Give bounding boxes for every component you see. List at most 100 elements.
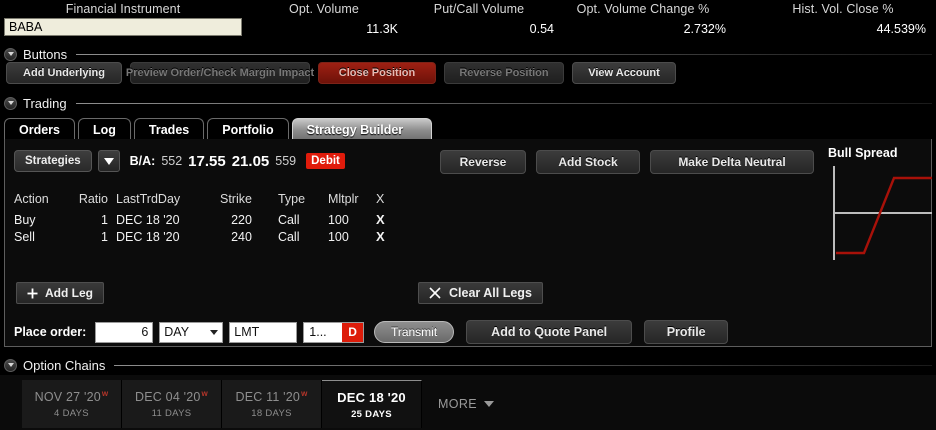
leg-type: Call xyxy=(277,229,300,244)
legs-col-strike: Strike xyxy=(220,192,252,206)
weekly-marker: w xyxy=(301,388,308,398)
order-entry-row: Place order: DAY 1... D Transmit Add to … xyxy=(14,320,729,344)
strategy-legs-table: Action Ratio LastTrdDay Strike Type Mltp… xyxy=(14,192,400,245)
view-account-button[interactable]: View Account xyxy=(572,62,676,84)
add-to-quote-panel-button[interactable]: Add to Quote Panel xyxy=(466,320,633,344)
quote-label-hist-vol-close: Hist. Vol. Close % xyxy=(792,2,894,16)
option-chains-collapse-icon[interactable] xyxy=(4,358,17,372)
section-divider-rule xyxy=(114,364,932,366)
add-underlying-button[interactable]: Add Underlying xyxy=(6,62,122,84)
legs-col-type: Type xyxy=(277,192,306,206)
strategy-action-buttons: Reverse Add Stock Make Delta Neutral xyxy=(440,150,814,174)
more-expirations-button[interactable]: MORE xyxy=(422,380,510,428)
leg-strike: 220 xyxy=(231,212,252,227)
preview-order-button[interactable]: Preview Order/Check Margin Impact xyxy=(126,62,314,84)
tab-orders[interactable]: Orders xyxy=(4,118,75,140)
clear-all-legs-button[interactable]: Clear All Legs xyxy=(418,282,543,304)
make-delta-neutral-button[interactable]: Make Delta Neutral xyxy=(650,150,814,174)
table-row[interactable]: Sell 1 DEC 18 '20 240 Call 100 X xyxy=(14,228,400,245)
section-divider-rule xyxy=(76,53,932,55)
bid-price[interactable]: 17.55 xyxy=(188,152,226,170)
add-leg-button[interactable]: Add Leg xyxy=(16,282,104,304)
profile-button[interactable]: Profile xyxy=(644,320,729,344)
trading-section-header: Trading xyxy=(4,95,932,111)
buttons-section-collapse-icon[interactable] xyxy=(4,47,17,61)
place-order-label: Place order: xyxy=(14,325,87,339)
quote-col-opt-volume: Opt. Volume 11.3K xyxy=(250,2,398,36)
table-row[interactable]: Buy 1 DEC 18 '20 220 Call 100 X xyxy=(14,211,400,228)
close-position-button[interactable]: Close Position xyxy=(318,62,436,84)
quote-label-put-call-volume: Put/Call Volume xyxy=(433,2,525,16)
add-leg-label: Add Leg xyxy=(45,286,93,300)
tab-log[interactable]: Log xyxy=(78,118,131,140)
leg-lasttrdday: DEC 18 '20 xyxy=(116,212,180,227)
option-chains-section-title: Option Chains xyxy=(23,357,106,373)
close-x-icon xyxy=(429,287,441,299)
time-in-force-value: DAY xyxy=(164,325,190,339)
legs-col-delete-all-icon[interactable]: X xyxy=(375,192,385,206)
leg-action: Buy xyxy=(14,212,36,227)
section-divider-rule xyxy=(75,102,932,104)
debit-indicator-badge: D xyxy=(342,322,363,342)
quote-label-financial-instrument: Financial Instrument xyxy=(65,2,181,16)
legs-col-lasttrdday: LastTrdDay xyxy=(116,192,181,206)
reverse-position-button[interactable]: Reverse Position xyxy=(444,62,564,84)
reverse-button[interactable]: Reverse xyxy=(440,150,526,174)
add-stock-button[interactable]: Add Stock xyxy=(536,150,640,174)
tab-strategy-builder[interactable]: Strategy Builder xyxy=(291,118,433,140)
expiration-tab-nov-27[interactable]: NOV 27 '20w 4 DAYS xyxy=(22,380,122,428)
limit-price-value: 1... xyxy=(309,324,327,339)
expiration-tab-strip: NOV 27 '20w 4 DAYS DEC 04 '20w 11 DAYS D… xyxy=(22,380,510,428)
limit-price-field[interactable]: 1... D xyxy=(303,321,364,343)
expiration-tab-dec-11[interactable]: DEC 11 '20w 18 DAYS xyxy=(222,380,322,428)
legs-header-row: Action Ratio LastTrdDay Strike Type Mltp… xyxy=(14,192,400,211)
tab-trades[interactable]: Trades xyxy=(133,118,205,140)
leg-mltplr: 100 xyxy=(327,229,349,244)
expiration-days: 4 DAYS xyxy=(54,408,89,420)
order-type-input[interactable] xyxy=(229,321,298,343)
payoff-diagram: Bull Spread xyxy=(828,146,932,264)
expiration-date: DEC 04 '20w xyxy=(135,389,208,404)
quote-col-put-call-volume: Put/Call Volume 0.54 xyxy=(404,2,554,36)
expiration-days: 18 DAYS xyxy=(251,408,292,420)
chevron-down-icon xyxy=(484,401,495,407)
expiration-date: DEC 11 '20w xyxy=(235,389,307,404)
ask-size: 559 xyxy=(275,154,297,168)
quote-value-opt-volume: 11.3K xyxy=(366,22,398,36)
expiration-date: NOV 27 '20w xyxy=(35,389,109,404)
bid-size: 552 xyxy=(161,154,183,168)
strategies-button[interactable]: Strategies xyxy=(14,150,92,172)
trading-section-title: Trading xyxy=(23,95,67,111)
clear-all-legs-label: Clear All Legs xyxy=(449,286,532,300)
quote-col-hist-vol-close: Hist. Vol. Close % 44.539% xyxy=(760,2,926,36)
symbol-input[interactable] xyxy=(4,18,242,36)
quote-value-hist-vol-close: 44.539% xyxy=(876,22,926,36)
transmit-button[interactable]: Transmit xyxy=(373,321,455,343)
quantity-input[interactable] xyxy=(95,321,154,343)
leg-lasttrdday: DEC 18 '20 xyxy=(116,229,180,244)
time-in-force-select[interactable]: DAY xyxy=(159,321,224,343)
trading-section-collapse-icon[interactable] xyxy=(4,96,17,110)
legs-col-ratio: Ratio xyxy=(78,192,108,206)
leg-type: Call xyxy=(277,212,300,227)
expiration-date: DEC 18 '20 xyxy=(337,390,406,405)
tab-portfolio[interactable]: Portfolio xyxy=(207,118,289,140)
payoff-chart-svg xyxy=(833,166,932,260)
quote-col-opt-volume-change: Opt. Volume Change % 2.732% xyxy=(560,2,726,36)
expiration-tab-dec-18[interactable]: DEC 18 '20 25 DAYS xyxy=(322,380,422,428)
quote-bar: Financial Instrument Opt. Volume 11.3K P… xyxy=(0,0,936,44)
legs-col-action: Action xyxy=(14,192,49,206)
leg-mltplr: 100 xyxy=(327,212,349,227)
quote-label-opt-volume-change: Opt. Volume Change % xyxy=(576,2,710,16)
trading-tab-strip: Orders Log Trades Portfolio Strategy Bui… xyxy=(4,118,435,140)
leg-delete-icon[interactable]: X xyxy=(375,229,385,244)
ask-price[interactable]: 21.05 xyxy=(231,152,270,170)
expiration-date-text: DEC 11 '20 xyxy=(235,390,301,405)
leg-delete-icon[interactable]: X xyxy=(375,212,385,227)
strategy-bar: Strategies B/A: 552 17.55 21.05 559 Debi… xyxy=(14,150,345,172)
expiration-tab-dec-04[interactable]: DEC 04 '20w 11 DAYS xyxy=(122,380,222,428)
weekly-marker: w xyxy=(101,388,109,398)
quote-col-financial-instrument: Financial Instrument xyxy=(4,2,242,16)
strategies-dropdown-icon[interactable] xyxy=(97,150,120,172)
